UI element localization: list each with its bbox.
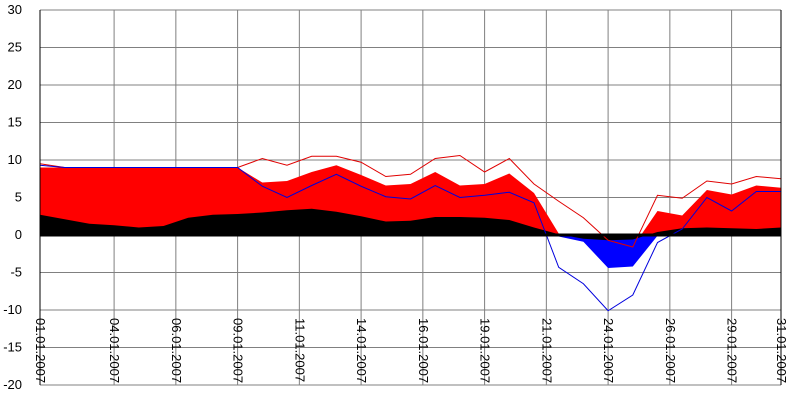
y-tick-label: 5	[15, 190, 22, 205]
x-tick-label: 09.01.2007	[231, 318, 246, 383]
x-tick-label: 26.01.2007	[663, 318, 678, 383]
y-tick-label: 30	[8, 2, 22, 17]
x-tick-label: 01.01.2007	[33, 318, 48, 383]
x-tick-label: 04.01.2007	[107, 318, 122, 383]
axes	[39, 10, 782, 385]
y-tick-label: 0	[15, 227, 22, 242]
x-tick-label: 11.01.2007	[292, 318, 307, 382]
x-tick-label: 19.01.2007	[478, 318, 493, 383]
blue-area	[40, 235, 781, 268]
x-tick-label: 14.01.2007	[354, 318, 369, 383]
x-tick-label: 06.01.2007	[169, 318, 184, 383]
x-tick-label: 21.01.2007	[539, 318, 554, 383]
x-axis-tick-labels: 01.01.2007 04.01.2007 06.01.2007 09.01.2007…	[33, 318, 789, 383]
plot-lines	[39, 154, 782, 312]
y-tick-label: -10	[3, 302, 22, 317]
y-tick-label: 20	[8, 77, 22, 92]
y-tick-label: 10	[8, 152, 22, 167]
y-tick-label: 15	[8, 115, 22, 130]
y-tick-label: -20	[3, 377, 22, 392]
y-axis-tick-labels: 30 25 20 15 10 5 0 -5 -10 -15 -20	[3, 2, 22, 392]
blue-line	[39, 164, 781, 312]
black-band	[40, 208, 781, 241]
x-tick-label: 31.01.2007	[774, 318, 789, 383]
x-tick-label: 16.01.2007	[416, 318, 431, 383]
y-tick-label: 25	[8, 40, 22, 55]
y-tick-label: -5	[10, 265, 22, 280]
y-tick-label: -15	[3, 340, 22, 355]
plot-areas	[40, 165, 781, 268]
x-tick-label: 24.01.2007	[601, 318, 616, 383]
x-tick-label: 29.01.2007	[725, 318, 740, 383]
